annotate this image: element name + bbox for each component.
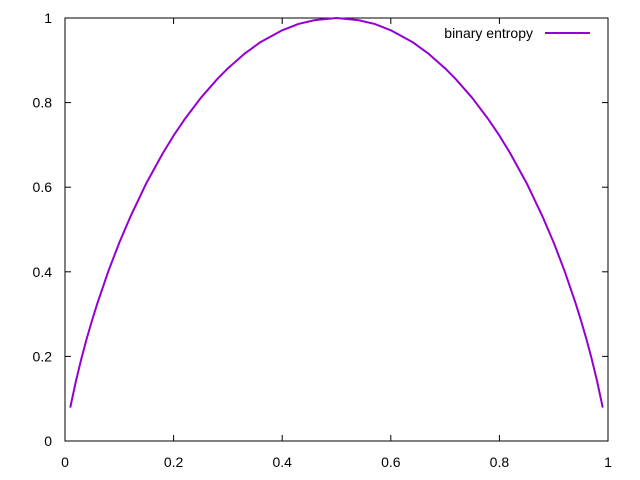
series-line-0: [69, 17, 604, 408]
x-tick-label-0: 0: [61, 454, 69, 470]
axis-tick-labels: 0 0.2 0.4 0.6 0.8 1 0 0.2 0.4 0.6 0.8 1: [33, 10, 613, 470]
x-tick-label-1: 0.2: [164, 454, 184, 470]
series-layer: [69, 17, 604, 408]
y-tick-label-2: 0.4: [33, 264, 53, 280]
legend: binary entropy: [444, 25, 590, 41]
plot-frame: [64, 17, 609, 442]
x-tick-label-5: 1: [604, 454, 612, 470]
y-tick-label-1: 0.2: [33, 348, 53, 364]
y-tick-label-4: 0.8: [33, 95, 53, 111]
x-tick-label-4: 0.8: [490, 454, 510, 470]
x-tick-label-3: 0.6: [381, 454, 401, 470]
y-tick-label-0: 0: [44, 433, 52, 449]
y-tick-label-3: 0.6: [33, 179, 53, 195]
axis-ticks: [64, 17, 609, 442]
legend-label-binary-entropy: binary entropy: [444, 25, 533, 41]
x-tick-label-2: 0.4: [272, 454, 292, 470]
y-tick-label-5: 1: [44, 10, 52, 26]
